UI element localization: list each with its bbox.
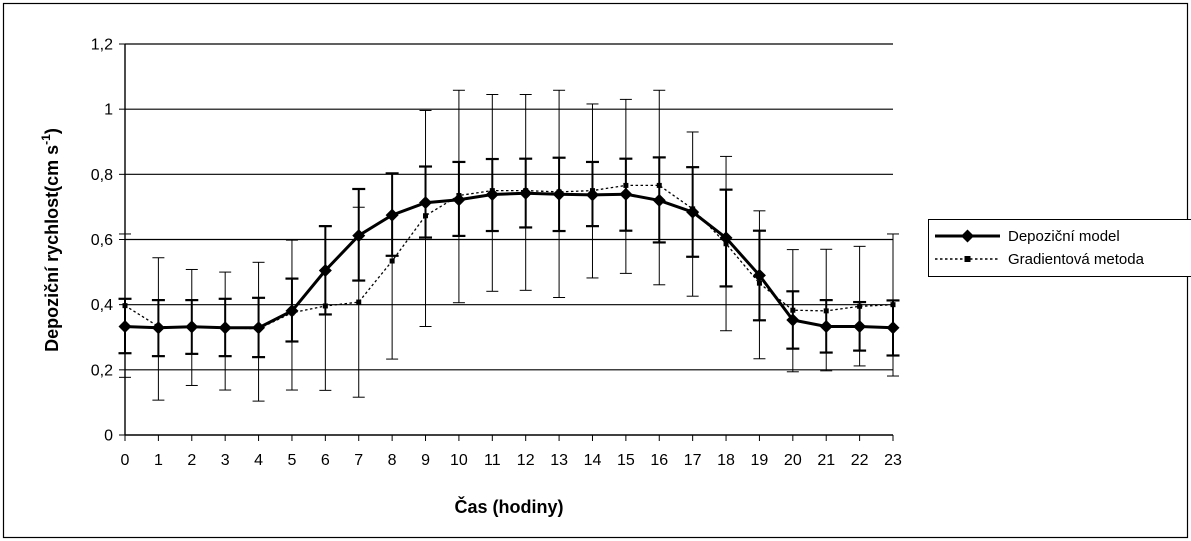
- x-tick-label-17: 17: [684, 452, 702, 469]
- point-depozicni-10: [452, 193, 466, 207]
- point-depozicni-14: [585, 188, 599, 202]
- y-tick-label-2: 0,4: [91, 297, 113, 314]
- point-gradient-16: [656, 182, 662, 188]
- legend-box: [928, 219, 1191, 277]
- point-depozicni-20: [786, 313, 800, 327]
- point-gradient-6: [322, 303, 328, 309]
- point-depozicni-11: [485, 188, 499, 202]
- y-axis-ticks: 0 0,2 0,4 0,6 0,8 1 1,2: [91, 37, 125, 445]
- y-tick-label-6: 1,2: [91, 37, 113, 54]
- x-axis-title: Čas (hodiny): [454, 496, 563, 517]
- x-tick-label-14: 14: [584, 452, 602, 469]
- y-axis-title-main: Depoziční rychlost(cm s: [42, 145, 62, 352]
- legend-label-depozicni: Depoziční model: [1008, 228, 1120, 245]
- y-axis-title-sup: -1: [39, 134, 53, 145]
- x-tick-label-13: 13: [550, 452, 568, 469]
- x-tick-label-4: 4: [254, 452, 263, 469]
- point-gradient-22: [857, 303, 863, 309]
- point-depozicni-19: [752, 268, 766, 282]
- point-depozicni-0: [118, 319, 132, 333]
- point-depozicni-6: [318, 263, 332, 277]
- series-layer: [118, 89, 900, 402]
- x-tick-label-23: 23: [884, 452, 902, 469]
- legend-marker-depozicni: [961, 229, 974, 243]
- point-gradient-15: [623, 182, 629, 188]
- point-depozicni-8: [385, 208, 399, 222]
- point-depozicni-21: [819, 319, 833, 333]
- point-gradient-23: [890, 302, 896, 308]
- point-depozicni-23: [886, 321, 900, 335]
- x-tick-label-0: 0: [121, 452, 130, 469]
- point-gradient-19: [756, 280, 762, 286]
- x-tick-label-18: 18: [717, 452, 735, 469]
- x-tick-label-10: 10: [450, 452, 468, 469]
- point-gradient-7: [356, 299, 362, 305]
- x-tick-label-6: 6: [321, 452, 330, 469]
- point-depozicni-17: [686, 205, 700, 219]
- legend: Depoziční model Gradientová metoda: [928, 219, 1191, 277]
- y-tick-label-3: 0,6: [91, 232, 113, 249]
- x-tick-label-11: 11: [484, 452, 501, 469]
- x-tick-label-19: 19: [751, 452, 769, 469]
- point-depozicni-2: [185, 320, 199, 334]
- x-tick-label-1: 1: [154, 452, 163, 469]
- x-tick-label-15: 15: [617, 452, 635, 469]
- y-axis-title: Depoziční rychlost(cm s-1): [39, 128, 62, 352]
- x-tick-label-5: 5: [288, 452, 297, 469]
- x-tick-label-16: 16: [650, 452, 668, 469]
- gridlines: [125, 43, 893, 371]
- point-gradient-0: [122, 303, 128, 309]
- x-tick-label-12: 12: [517, 452, 535, 469]
- x-tick-label-21: 21: [817, 452, 835, 469]
- x-tick-label-8: 8: [388, 452, 397, 469]
- point-depozicni-12: [519, 186, 533, 200]
- point-depozicni-3: [218, 321, 232, 335]
- point-depozicni-15: [619, 187, 633, 201]
- point-gradient-9: [423, 213, 429, 219]
- x-tick-label-2: 2: [187, 452, 196, 469]
- point-gradient-8: [389, 258, 395, 264]
- point-gradient-21: [823, 308, 829, 314]
- point-depozicni-16: [652, 193, 666, 207]
- x-tick-label-22: 22: [851, 452, 869, 469]
- x-tick-label-3: 3: [221, 452, 230, 469]
- point-gradient-20: [790, 307, 796, 313]
- point-depozicni-5: [285, 304, 299, 318]
- point-depozicni-13: [552, 187, 566, 201]
- x-tick-label-20: 20: [784, 452, 802, 469]
- x-axis-ticks: 0 1 2 3 4 5 6 7 8 9 10 11 12 13 14 15 16 17 18 19 20 21 22 23: [121, 435, 902, 469]
- x-tick-label-9: 9: [421, 452, 430, 469]
- y-tick-label-0: 0: [104, 428, 113, 445]
- point-depozicni-18: [719, 231, 733, 245]
- series-line-gradient: [124, 184, 894, 330]
- point-depozicni-7: [352, 229, 366, 243]
- x-tick-label-7: 7: [354, 452, 363, 469]
- y-tick-label-4: 0,8: [91, 167, 113, 184]
- point-depozicni-1: [151, 321, 165, 335]
- legend-label-gradient: Gradientová metoda: [1008, 251, 1145, 268]
- point-depozicni-4: [252, 321, 266, 335]
- y-axis-title-close: ): [42, 128, 62, 134]
- point-depozicni-22: [853, 319, 867, 333]
- legend-marker-gradient: [964, 256, 971, 262]
- y-tick-label-1: 0,2: [91, 362, 113, 379]
- y-tick-label-5: 1: [104, 102, 113, 119]
- point-depozicni-9: [419, 196, 433, 210]
